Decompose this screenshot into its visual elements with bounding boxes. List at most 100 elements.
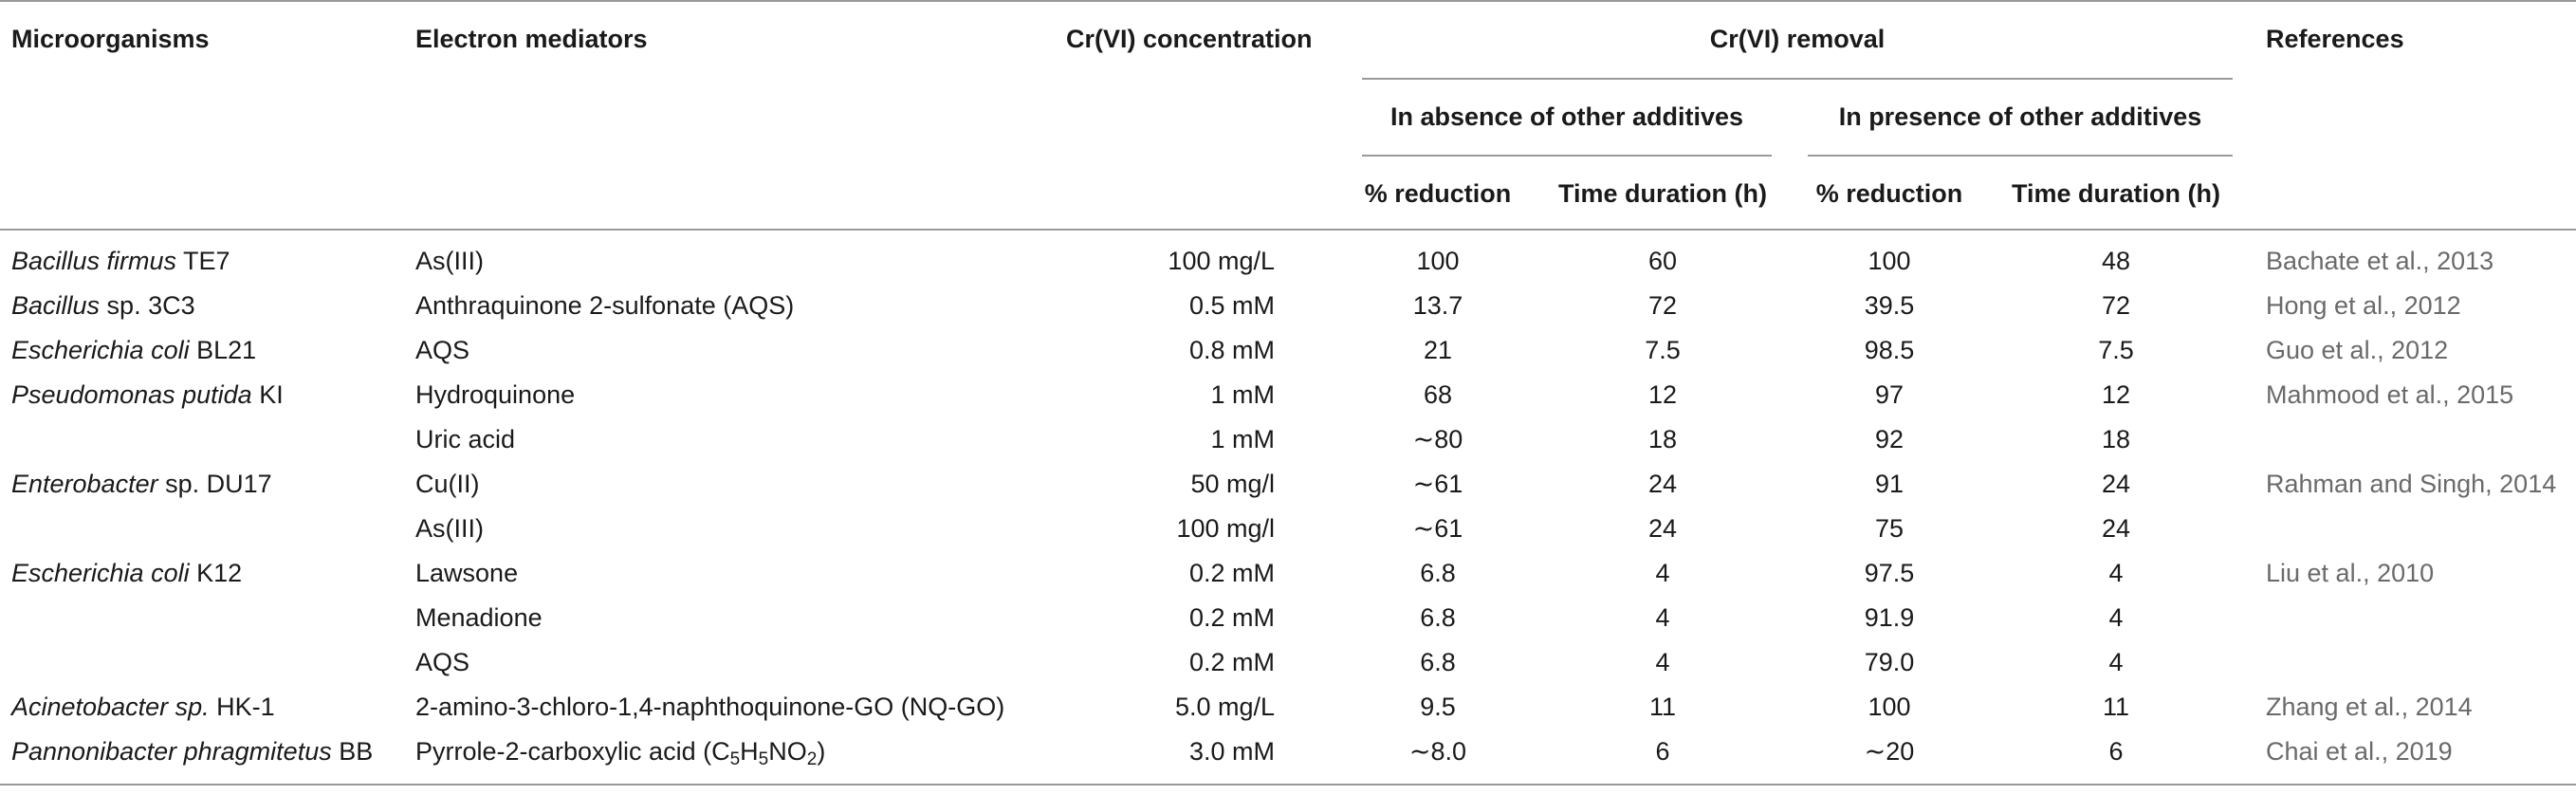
cell-pres-pct: ∼20 <box>1864 737 1915 766</box>
cell-mediator: AQS <box>415 336 470 364</box>
cell-concentration: 5.0 mg/L <box>1174 693 1275 721</box>
cell-reference: Hong et al., 2012 <box>2266 291 2461 320</box>
cell-abs-time: 60 <box>1647 247 1678 275</box>
cell-abs-time: 24 <box>1647 514 1678 543</box>
mediator-formula-part: H <box>740 737 759 766</box>
cell-concentration: 0.5 mM <box>1188 291 1275 320</box>
cell-reference: Liu et al., 2010 <box>2266 559 2435 587</box>
cell-reference: Chai et al., 2019 <box>2266 737 2453 766</box>
cell-pres-time: 4 <box>2108 648 2124 676</box>
cell-mediator: AQS <box>415 648 470 676</box>
mediator-formula-part: Pyrrole-2-carboxylic acid (C <box>415 737 730 766</box>
organism-strain: BB <box>331 737 374 766</box>
mediator-formula-part: ) <box>817 737 826 766</box>
header-electron-mediators: Electron mediators <box>415 25 648 53</box>
cell-pres-pct: 91 <box>1874 470 1904 498</box>
cell-pres-time: 48 <box>2101 247 2131 275</box>
cell-abs-pct: ∼61 <box>1412 514 1463 543</box>
organism-genus-species: Bacillus <box>11 291 101 320</box>
header-time-presence: Time duration (h) <box>2012 179 2220 208</box>
cell-pres-time: 72 <box>2101 291 2131 320</box>
organism-genus-species: Pseudomonas putida <box>11 380 252 409</box>
organism-strain: BL21 <box>189 336 257 364</box>
cell-pres-time: 6 <box>2108 737 2124 766</box>
cell-pres-pct: 75 <box>1874 514 1904 543</box>
organism-strain: sp. DU17 <box>157 470 272 498</box>
cell-mediator: Anthraquinone 2-sulfonate (AQS) <box>415 291 795 320</box>
cell-mediator: Cu(II) <box>415 470 480 498</box>
cell-pres-pct: 100 <box>1868 247 1911 275</box>
cell-concentration: 100 mg/L <box>1168 247 1275 275</box>
cell-pres-pct: 39.5 <box>1864 291 1915 320</box>
cell-organism: Bacillus sp. 3C3 <box>11 290 195 321</box>
cell-pres-time: 24 <box>2101 470 2131 498</box>
cell-organism: Bacillus firmus TE7 <box>11 246 230 276</box>
cell-concentration: 1 mM <box>1210 380 1276 409</box>
absence-underline <box>1362 155 1772 157</box>
cell-pres-pct: 91.9 <box>1864 603 1915 632</box>
cell-mediator: Uric acid <box>415 425 516 453</box>
organism-strain: sp. 3C3 <box>100 291 195 320</box>
cell-organism: Pannonibacter phragmitetus BB <box>11 736 373 767</box>
cell-abs-pct: 68 <box>1423 380 1453 409</box>
cell-pres-time: 7.5 <box>2098 336 2134 364</box>
header-time-absence: Time duration (h) <box>1558 179 1767 208</box>
header-presence: In presence of other additives <box>1838 102 2202 131</box>
cell-pres-time: 24 <box>2101 514 2131 543</box>
cell-pres-pct: 97 <box>1874 380 1904 409</box>
cell-concentration: 3.0 mM <box>1188 737 1275 766</box>
mediator-formula-part: NO <box>768 737 807 766</box>
cell-abs-time: 4 <box>1655 648 1670 676</box>
organism-strain: HK-1 <box>209 693 275 721</box>
cell-abs-time: 4 <box>1655 603 1670 632</box>
header-pct-reduction-absence: % reduction <box>1364 179 1512 208</box>
cell-abs-time: 11 <box>1648 693 1677 721</box>
cell-concentration: 1 mM <box>1210 425 1276 453</box>
cell-abs-pct: 21 <box>1423 336 1453 364</box>
bottom-rule <box>0 784 2576 786</box>
cell-abs-time: 72 <box>1647 291 1678 320</box>
cell-reference: Guo et al., 2012 <box>2266 336 2449 364</box>
cell-pres-pct: 100 <box>1868 693 1911 721</box>
mediator-formula-part: 5 <box>729 749 741 769</box>
cell-abs-time: 12 <box>1647 380 1678 409</box>
header-bottom-rule <box>0 229 2576 231</box>
header-pct-reduction-presence: % reduction <box>1815 179 1963 208</box>
cell-pres-time: 11 <box>2102 693 2130 721</box>
mediator-formula-part: 2 <box>806 749 818 769</box>
removal-underline <box>1362 78 2233 80</box>
organism-genus-species: Bacillus firmus <box>11 247 177 275</box>
cell-reference: Mahmood et al., 2015 <box>2266 380 2514 409</box>
cell-pres-pct: 98.5 <box>1864 336 1915 364</box>
cell-concentration: 0.2 mM <box>1188 648 1275 676</box>
cell-concentration: 0.2 mM <box>1188 603 1275 632</box>
header-concentration: Cr(VI) concentration <box>1066 25 1313 53</box>
cell-mediator: As(III) <box>415 247 484 275</box>
organism-genus-species: Escherichia coli <box>11 336 190 364</box>
cell-abs-time: 6 <box>1655 737 1670 766</box>
header-references: References <box>2266 25 2404 53</box>
cell-organism: Pseudomonas putida KI <box>11 379 284 410</box>
cell-concentration: 50 mg/l <box>1190 470 1275 498</box>
cell-mediator: 2-amino-3-chloro-1,4-naphthoquinone-GO (… <box>415 693 1005 721</box>
organism-strain: K12 <box>189 559 243 587</box>
cell-organism: Escherichia coli BL21 <box>11 335 256 365</box>
cell-abs-pct: 6.8 <box>1420 603 1456 632</box>
cell-abs-time: 4 <box>1655 559 1670 587</box>
cell-abs-pct: ∼8.0 <box>1408 737 1467 766</box>
cell-reference: Bachate et al., 2013 <box>2266 247 2494 275</box>
cell-reference: Rahman and Singh, 2014 <box>2266 470 2557 498</box>
cell-reference: Zhang et al., 2014 <box>2266 693 2473 721</box>
header-absence: In absence of other additives <box>1389 102 1744 131</box>
header-microorganisms: Microorganisms <box>11 25 210 53</box>
cell-abs-pct: 6.8 <box>1420 648 1456 676</box>
organism-strain: KI <box>251 380 284 409</box>
cell-concentration: 0.8 mM <box>1188 336 1275 364</box>
cell-abs-pct: ∼80 <box>1412 425 1463 453</box>
cell-mediator: Lawsone <box>415 559 519 587</box>
organism-genus-species: Escherichia coli <box>11 559 190 587</box>
cell-abs-pct: ∼61 <box>1412 470 1463 498</box>
cell-abs-time: 24 <box>1647 470 1678 498</box>
presence-underline <box>1808 155 2233 157</box>
